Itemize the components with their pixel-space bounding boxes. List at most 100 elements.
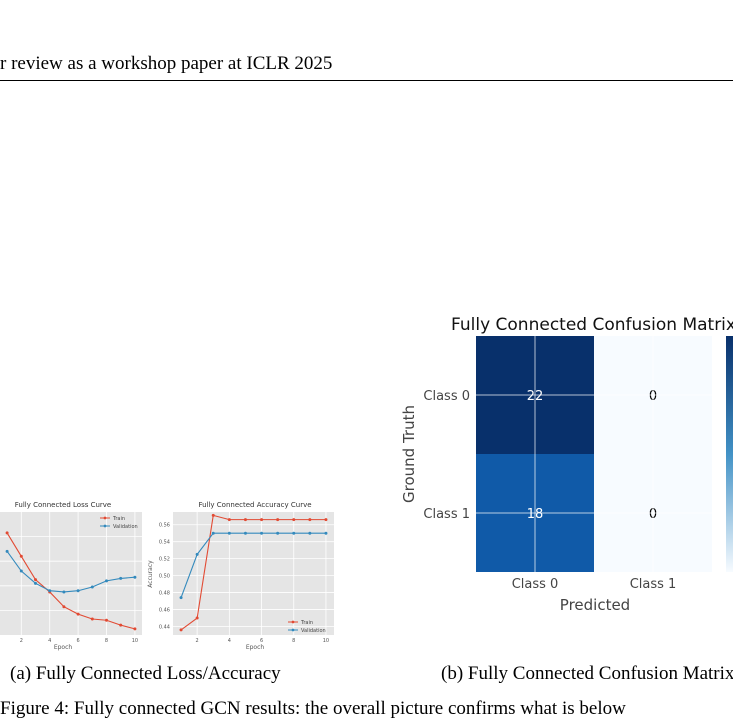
accuracy-ytick-label: 0.56 (159, 523, 170, 529)
accuracy-ytick-label: 0.50 (159, 574, 170, 580)
loss-xtick-label: 4 (48, 638, 51, 644)
accuracy-chart-title: Fully Connected Accuracy Curve (198, 501, 311, 509)
loss-point (76, 612, 80, 616)
loss-point (5, 549, 9, 553)
loss-grid (0, 512, 142, 635)
accuracy-point (179, 596, 183, 600)
loss-point (62, 590, 66, 594)
accuracy-point (243, 531, 247, 535)
accuracy-point (179, 628, 183, 632)
loss-xtick-label: 2 (20, 638, 23, 644)
loss-xtick-label: 8 (105, 638, 108, 644)
accuracy-ylabel: Accuracy (147, 560, 154, 588)
accuracy-xtick-label: 6 (260, 638, 263, 644)
loss-chart-title: Fully Connected Loss Curve (15, 501, 112, 509)
loss-legend-marker (103, 524, 107, 528)
loss-xtick-label: 10 (132, 638, 138, 644)
cm-xtick-label: Class 1 (630, 577, 677, 592)
loss-point (19, 569, 23, 573)
loss-series-line-1 (6, 551, 135, 593)
cm-colorbar (726, 336, 733, 572)
accuracy-point (292, 531, 296, 535)
accuracy-point (227, 518, 231, 522)
loss-xticks: 2 4 6 8 10 (20, 638, 138, 644)
accuracy-point (211, 513, 215, 517)
accuracy-series-line-1 (180, 532, 326, 598)
loss-legend-marker (103, 516, 107, 520)
loss-point (90, 617, 94, 621)
loss-xtick-label: 6 (77, 638, 80, 644)
accuracy-ytick-label: 0.44 (159, 625, 170, 631)
loss-point (119, 623, 123, 627)
accuracy-point (243, 518, 247, 522)
accuracy-point (227, 531, 231, 535)
loss-point (133, 627, 137, 631)
accuracy-ytick-label: 0.46 (159, 608, 170, 614)
loss-point (5, 531, 9, 535)
loss-point (133, 575, 137, 579)
accuracy-xlabel: Epoch (246, 644, 265, 651)
accuracy-point (195, 552, 199, 556)
accuracy-point (324, 518, 328, 522)
accuracy-legend-label: Train (300, 620, 313, 626)
loss-point (105, 618, 108, 622)
loss-legend-label: Train (112, 516, 125, 522)
cm-xlabel: Predicted (560, 596, 630, 614)
accuracy-yticks: 0.44 0.46 0.48 0.50 0.52 0.54 0.56 (159, 523, 170, 631)
loss-point (34, 581, 37, 585)
caption-a: (a) Fully Connected Loss/Accuracy (10, 663, 281, 684)
loss-point (105, 579, 108, 583)
accuracy-xtick-label: 8 (292, 638, 295, 644)
loss-series-line-0 (6, 532, 136, 630)
cm-cells: 22 018 0 (476, 336, 712, 572)
loss-point (34, 578, 37, 582)
cm-ytick-label: Class 1 (423, 507, 470, 522)
loss-point (119, 576, 123, 580)
loss-point (76, 589, 80, 593)
accuracy-ytick-label: 0.52 (159, 557, 170, 563)
loss-point (90, 585, 94, 589)
loss-point (19, 554, 23, 558)
accuracy-ytick-label: 0.48 (159, 591, 170, 597)
accuracy-point (260, 518, 264, 522)
figure-caption-partial: Figure 4: Fully connected GCN results: t… (0, 698, 626, 719)
loss-point (62, 605, 66, 609)
accuracy-point (308, 531, 312, 535)
caption-b: (b) Fully Connected Confusion Matrix (441, 663, 733, 684)
accuracy-point (276, 531, 280, 535)
accuracy-curve-chart: Fully Connected Accuracy Curve Train Vali… (147, 501, 334, 651)
running-header: r review as a workshop paper at ICLR 202… (0, 53, 333, 74)
accuracy-plot-area (173, 512, 334, 635)
loss-legend: Train Validation (100, 516, 138, 530)
cm-labels: Class 0 Class 1 Class 0 Class 1 (423, 389, 676, 592)
cm-ytick-label: Class 0 (423, 389, 470, 404)
header-rule (0, 80, 733, 81)
accuracy-legend-label: Validation (301, 628, 326, 634)
cm-xtick-label: Class 0 (512, 577, 559, 592)
confusion-matrix-chart: Fully Connected Confusion Matrix 22 018 0 … (400, 315, 733, 614)
accuracy-point (276, 518, 280, 522)
loss-legend-label: Validation (113, 524, 138, 530)
accuracy-point (260, 531, 264, 535)
loss-lines (5, 531, 137, 631)
accuracy-point (308, 518, 312, 522)
accuracy-point (292, 518, 296, 522)
accuracy-xticks: 2 4 6 8 10 (196, 638, 330, 644)
cm-ylabel: Ground Truth (400, 405, 418, 503)
accuracy-legend-marker (291, 628, 295, 632)
accuracy-point (195, 616, 199, 620)
loss-curve-chart: Fully Connected Loss Curve Train Validati… (0, 501, 142, 651)
accuracy-xtick-label: 4 (228, 638, 231, 644)
accuracy-point (211, 531, 215, 535)
accuracy-xtick-label: 2 (196, 638, 199, 644)
cm-title: Fully Connected Confusion Matrix (451, 315, 733, 335)
cm-grid (476, 336, 712, 572)
accuracy-xtick-label: 10 (323, 638, 329, 644)
accuracy-series-line-0 (180, 514, 326, 631)
accuracy-point (324, 531, 328, 535)
accuracy-legend-marker (291, 620, 295, 624)
loss-xlabel: Epoch (54, 644, 73, 651)
accuracy-lines (179, 513, 328, 632)
accuracy-ytick-label: 0.54 (159, 540, 170, 546)
accuracy-legend: Train Validation (288, 620, 326, 634)
